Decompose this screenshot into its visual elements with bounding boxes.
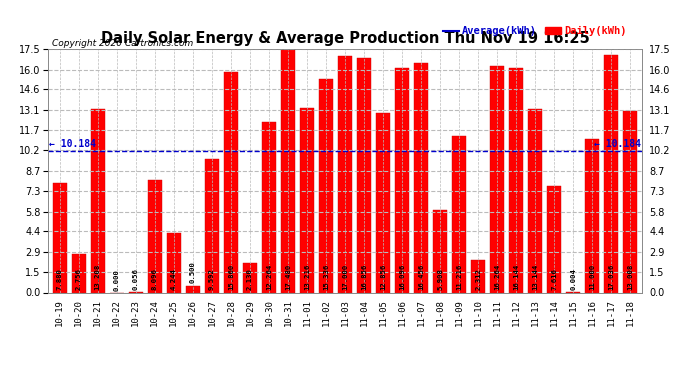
Bar xyxy=(205,159,219,292)
Text: 2.756: 2.756 xyxy=(76,268,81,290)
Bar xyxy=(300,108,314,292)
Text: 2.312: 2.312 xyxy=(475,268,481,290)
Text: 16.144: 16.144 xyxy=(513,264,519,290)
Text: 17.036: 17.036 xyxy=(609,264,614,290)
Text: 11.216: 11.216 xyxy=(456,264,462,290)
Text: 12.264: 12.264 xyxy=(266,264,272,290)
Bar xyxy=(319,79,333,292)
Bar xyxy=(338,56,352,292)
Text: 5.908: 5.908 xyxy=(437,268,443,290)
Text: 13.216: 13.216 xyxy=(304,264,310,290)
Text: 12.856: 12.856 xyxy=(380,264,386,290)
Text: ← 10.184: ← 10.184 xyxy=(594,139,641,149)
Bar xyxy=(452,136,466,292)
Bar xyxy=(357,58,371,292)
Text: 8.096: 8.096 xyxy=(152,268,158,290)
Bar xyxy=(585,139,600,292)
Bar xyxy=(90,108,105,292)
Text: 4.244: 4.244 xyxy=(171,268,177,290)
Bar xyxy=(509,68,523,292)
Bar xyxy=(167,233,181,292)
Text: 16.096: 16.096 xyxy=(399,264,405,290)
Bar xyxy=(262,122,276,292)
Text: 16.856: 16.856 xyxy=(361,264,367,290)
Text: 17.480: 17.480 xyxy=(285,264,291,290)
Text: 0.004: 0.004 xyxy=(570,268,576,290)
Text: 0.000: 0.000 xyxy=(114,269,120,291)
Text: 16.456: 16.456 xyxy=(418,264,424,290)
Bar xyxy=(528,110,542,292)
Bar xyxy=(148,180,162,292)
Text: 13.208: 13.208 xyxy=(95,264,101,290)
Text: 0.056: 0.056 xyxy=(132,268,139,290)
Bar xyxy=(281,49,295,292)
Bar xyxy=(490,66,504,292)
Bar xyxy=(243,263,257,292)
Bar xyxy=(72,254,86,292)
Text: 17.000: 17.000 xyxy=(342,264,348,290)
Bar xyxy=(547,186,562,292)
Text: Copyright 2020 Cartronics.com: Copyright 2020 Cartronics.com xyxy=(52,39,193,48)
Bar xyxy=(471,260,485,292)
Text: 0.500: 0.500 xyxy=(190,262,196,284)
Text: 7.880: 7.880 xyxy=(57,268,63,290)
Bar xyxy=(186,285,200,292)
Bar xyxy=(395,68,409,292)
Text: 15.336: 15.336 xyxy=(323,264,329,290)
Bar xyxy=(604,55,618,292)
Text: 11.000: 11.000 xyxy=(589,264,595,290)
Text: 13.008: 13.008 xyxy=(627,264,633,290)
Text: 16.264: 16.264 xyxy=(494,264,500,290)
Bar xyxy=(433,210,447,292)
Bar xyxy=(623,111,638,292)
Legend: Average(kWh), Daily(kWh): Average(kWh), Daily(kWh) xyxy=(439,22,631,40)
Title: Daily Solar Energy & Average Production Thu Nov 19 16:25: Daily Solar Energy & Average Production … xyxy=(101,31,589,46)
Text: 9.592: 9.592 xyxy=(209,268,215,290)
Text: 13.144: 13.144 xyxy=(532,264,538,290)
Text: ← 10.184: ← 10.184 xyxy=(49,139,96,149)
Text: 2.130: 2.130 xyxy=(247,268,253,290)
Text: 7.616: 7.616 xyxy=(551,268,558,290)
Text: 15.860: 15.860 xyxy=(228,264,234,290)
Bar xyxy=(376,113,390,292)
Bar xyxy=(52,183,67,292)
Bar xyxy=(224,72,238,292)
Bar xyxy=(414,63,428,292)
